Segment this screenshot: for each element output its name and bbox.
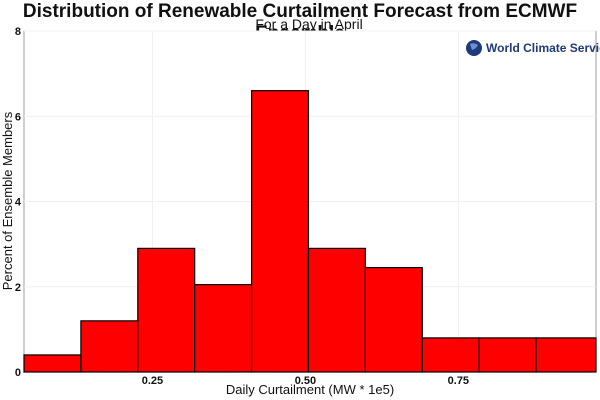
y-tick-label: 4 [15, 197, 22, 209]
histogram-bar [137, 247, 196, 373]
x-tick-label: 0.75 [448, 375, 469, 387]
x-tick-label: 0.25 [142, 375, 163, 387]
y-tick-label: 0 [15, 367, 21, 379]
histogram-bar [80, 320, 139, 373]
bars [23, 90, 597, 373]
chart-subtitle: For a Day in April [255, 16, 363, 32]
histogram-bar [421, 337, 480, 373]
y-tick-label: 6 [15, 111, 21, 123]
y-tick-label: 8 [15, 26, 21, 38]
histogram-bar [250, 90, 310, 373]
histogram-bar [364, 266, 423, 373]
y-tick-labels: 0 2 4 6 8 [15, 26, 22, 379]
y-tick-label: 2 [15, 282, 21, 294]
histogram-bar [478, 337, 537, 373]
x-axis-label: Daily Curtailment (MW * 1e5) [226, 382, 394, 397]
histogram-bar [194, 284, 253, 373]
histogram-bar [535, 337, 597, 373]
x-tick-labels: 0.25 0.50 0.75 [142, 375, 469, 387]
watermark-text: World Climate Service [486, 41, 600, 55]
histogram-bar [307, 247, 366, 373]
watermark-logo: World Climate Service [466, 40, 600, 56]
x-tick-label: 0.50 [295, 375, 316, 387]
histogram-bar [23, 354, 82, 373]
globe-highlight [470, 43, 478, 50]
y-axis-label: Percent of Ensemble Members [0, 111, 15, 290]
